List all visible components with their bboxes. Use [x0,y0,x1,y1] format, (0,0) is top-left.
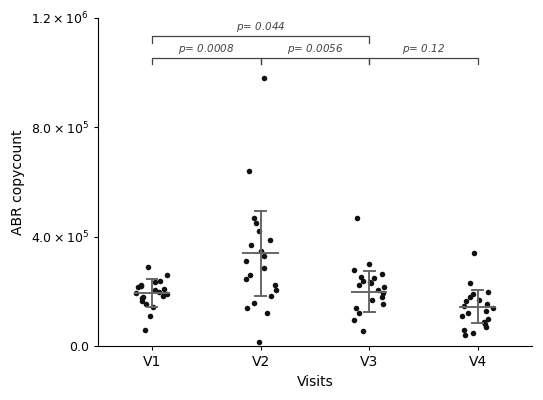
Text: $p$= 0.0056: $p$= 0.0056 [287,42,343,56]
Point [132,290,141,296]
Point [155,278,164,284]
Point [254,339,263,346]
Point [480,319,489,326]
Point [350,317,358,324]
Y-axis label: ABR copycount: ABR copycount [11,129,25,235]
Point [136,283,145,289]
Text: $p$= 0.044: $p$= 0.044 [236,20,286,34]
Point [141,301,150,307]
Point [245,272,254,278]
Point [377,294,386,300]
Point [470,250,478,256]
Point [481,321,489,328]
Point [350,266,358,273]
Point [483,301,492,307]
Point [355,310,364,317]
Text: $p$= 0.0008: $p$= 0.0008 [178,42,235,56]
Point [271,282,280,288]
Point [272,287,280,294]
Point [266,236,274,243]
Point [250,299,258,306]
Point [368,296,377,303]
Point [357,273,365,280]
Point [489,305,498,311]
Point [355,282,363,288]
Point [242,276,251,282]
Point [137,298,146,304]
Point [459,327,468,333]
Text: $p$= 0.12: $p$= 0.12 [402,42,445,56]
Point [136,282,145,288]
Point [137,295,146,302]
Point [262,310,271,317]
Point [163,291,172,298]
Point [379,290,388,296]
Point [457,313,466,320]
Point [249,214,258,221]
Point [380,284,389,291]
Point [151,279,160,285]
Point [378,301,387,307]
Point [466,294,475,300]
Point [141,327,149,333]
Point [374,287,382,294]
Point [133,284,142,291]
Point [482,324,491,330]
Point [159,292,167,299]
Point [352,214,361,221]
Point [154,288,163,295]
X-axis label: Visits: Visits [296,375,333,389]
Point [484,288,493,295]
Point [359,328,368,334]
Point [469,291,477,298]
Point [364,261,373,268]
Point [138,294,147,300]
Point [464,310,472,317]
Point [459,303,468,309]
Point [378,270,387,277]
Point [365,279,374,285]
Point [151,287,160,294]
Point [475,296,483,303]
Point [243,305,252,311]
Point [260,265,268,272]
Point [358,278,367,284]
Point [482,308,491,314]
Point [160,286,168,292]
Point [484,316,493,322]
Point [257,247,266,254]
Point [252,220,261,226]
Point [260,75,269,81]
Point [462,298,470,304]
Point [466,280,475,286]
Point [259,253,268,259]
Point [143,264,152,270]
Point [148,304,157,310]
Point [461,332,470,338]
Point [146,313,154,320]
Point [367,280,375,286]
Point [255,228,263,234]
Point [247,242,255,248]
Point [242,258,250,265]
Point [351,305,360,311]
Point [469,330,477,336]
Point [266,292,275,299]
Point [370,275,378,281]
Point [162,272,171,278]
Point [244,168,253,174]
